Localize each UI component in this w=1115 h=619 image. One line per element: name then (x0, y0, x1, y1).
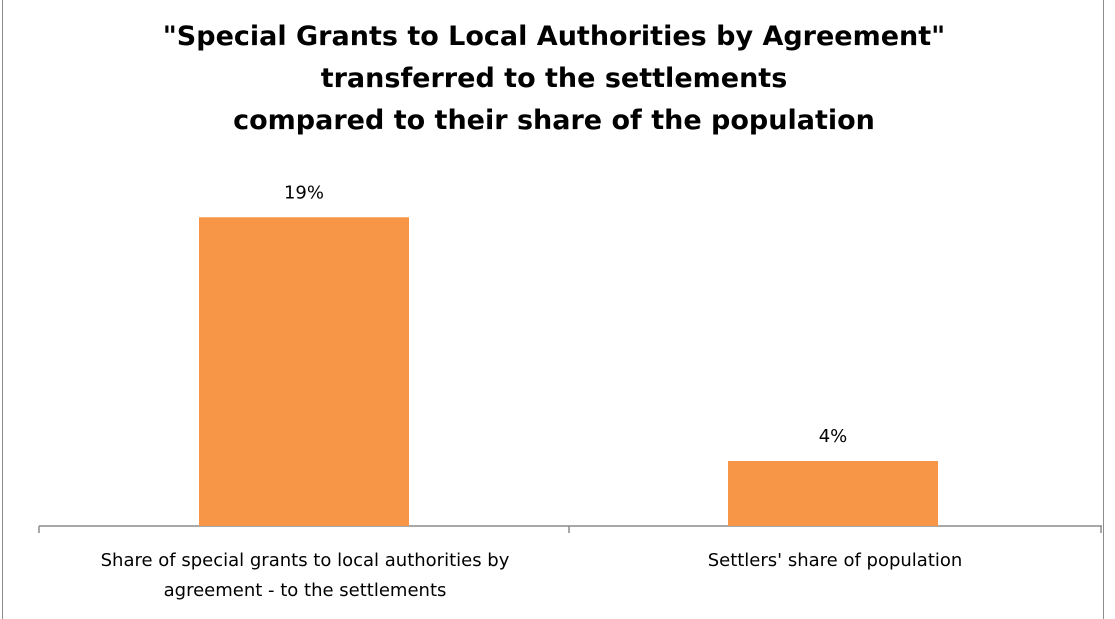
category-label-settlers-share-of-population: Settlers' share of population (575, 546, 1095, 576)
data-label-share-of-special-grants: 19% (284, 182, 324, 203)
category-label-line: agreement - to the settlements (163, 580, 447, 601)
bar-settlers-share-of-population (728, 461, 938, 526)
chart-title-line-1: "Special Grants to Local Authorities by … (162, 21, 946, 52)
category-label-share-of-special-grants: Share of special grants to local authori… (45, 546, 565, 606)
data-label-settlers-share-of-population: 4% (819, 426, 848, 447)
chart-title: "Special Grants to Local Authorities by … (3, 16, 1105, 142)
chart-title-line-3: compared to their share of the populatio… (233, 105, 875, 136)
plot-area: 19% 4% (38, 182, 1102, 533)
category-label-line: Settlers' share of population (707, 550, 963, 571)
bar-share-of-special-grants (199, 217, 409, 526)
chart-title-line-2: transferred to the settlements (320, 63, 788, 94)
category-label-line: Share of special grants to local authori… (100, 550, 510, 571)
